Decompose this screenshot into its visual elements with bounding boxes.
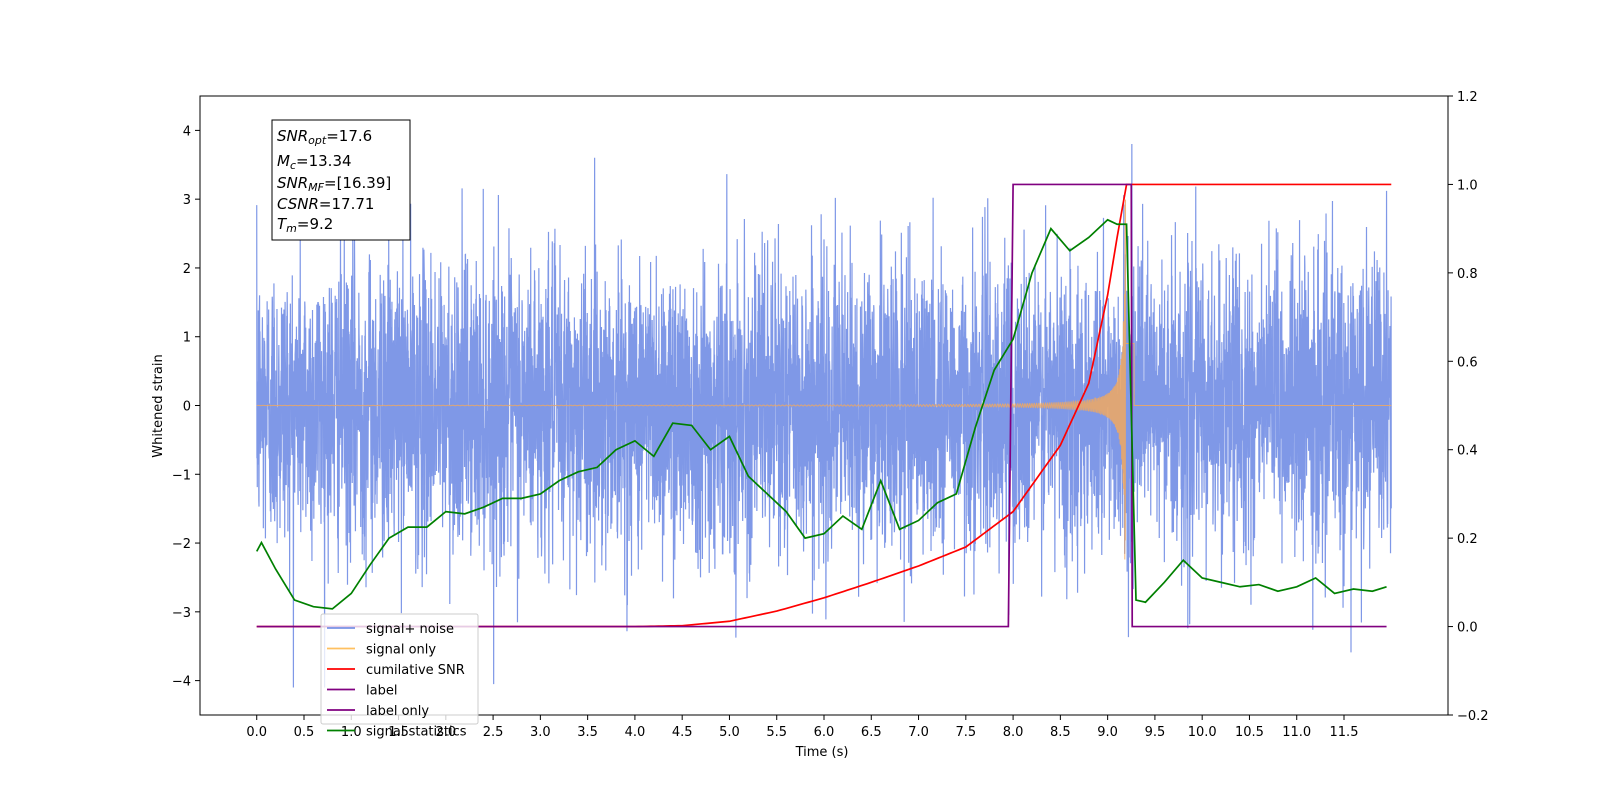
y2-tick-label: −0.2 <box>1457 709 1489 724</box>
y2-tick-label: 0.0 <box>1457 621 1478 636</box>
x-tick-label: 9.5 <box>1145 725 1166 740</box>
annotation-line-mc: Mc=13.34 <box>277 152 352 172</box>
annotation-line-tm: Tm=9.2 <box>277 215 333 235</box>
x-tick-label: 2.5 <box>483 725 504 740</box>
legend-label: label only <box>366 704 429 719</box>
y-tick-label: 3 <box>183 193 191 208</box>
legend-label: signal statistics <box>366 725 467 740</box>
y-axis-label: Whitened strain <box>151 354 166 457</box>
x-tick-label: 3.5 <box>577 725 598 740</box>
x-tick-label: 5.0 <box>719 725 740 740</box>
x-tick-label: 0.5 <box>294 725 315 740</box>
series-label <box>256 183 1387 628</box>
annotation-frame <box>271 119 411 241</box>
y-tick-label: 4 <box>183 124 191 139</box>
legend-frame <box>320 613 479 725</box>
x-tick-label: 4.0 <box>625 725 646 740</box>
series-layer <box>255 143 1392 688</box>
y2-tick-label: 0.2 <box>1457 532 1478 547</box>
x-tick-label: 4.5 <box>672 725 693 740</box>
legend-label: signal only <box>366 643 436 658</box>
y-tick-label: −2 <box>172 537 191 552</box>
legend: signal+ noise signal only cumilative SNR la… <box>320 613 479 740</box>
y2-tick-label: 1.2 <box>1457 90 1478 105</box>
x-tick-label: 9.0 <box>1097 725 1118 740</box>
x-tick-label: 11.5 <box>1330 725 1359 740</box>
series-signal-statistics <box>255 218 1387 610</box>
y2-tick-label: 0.4 <box>1457 444 1478 459</box>
annotation-line-snr-mf: SNRMF=[16.39] <box>277 174 391 194</box>
annotation-line-snr-opt: SNRopt=17.6 <box>277 127 372 147</box>
x-tick-label: 5.5 <box>766 725 787 740</box>
x-tick-label: 11.0 <box>1282 725 1311 740</box>
x-tick-label: 1.0 <box>341 725 362 740</box>
x-tick-label: 7.0 <box>908 725 929 740</box>
x-tick-label: 10.0 <box>1188 725 1217 740</box>
x-tick-label: 3.0 <box>530 725 551 740</box>
y-tick-label: 0 <box>183 400 191 415</box>
series-signal-only <box>256 199 1392 560</box>
y2-tick-label: 0.6 <box>1457 355 1478 370</box>
annotation-box: SNRopt=17.6 Mc=13.34 SNRMF=[16.39] CSNR=… <box>271 119 411 241</box>
x-ticks: 0.0 0.5 1.0 1.5 2.0 2.5 3.0 3.5 4.0 4.5 5.0 5.5 6.0 6… <box>246 715 1358 740</box>
x-tick-label: 8.5 <box>1050 725 1071 740</box>
x-tick-label: 8.0 <box>1003 725 1024 740</box>
x-tick-label: 6.0 <box>814 725 835 740</box>
y-tick-label: 2 <box>183 262 191 277</box>
legend-label: label <box>366 684 397 699</box>
x-tick-label: 7.5 <box>955 725 976 740</box>
y-ticks: 4 3 2 1 0 −1 −2 −3 −4 <box>172 124 200 690</box>
y-tick-label: −3 <box>172 606 191 621</box>
y-tick-label: −4 <box>172 675 191 690</box>
series-signal-plus-noise <box>256 143 1392 688</box>
y2-ticks: 1.2 1.0 0.8 0.6 0.4 0.2 0.0 −0.2 <box>1448 90 1489 724</box>
x-tick-label: 6.5 <box>861 725 882 740</box>
legend-label: signal+ noise <box>366 622 454 637</box>
x-tick-label: 0.0 <box>246 725 267 740</box>
x-tick-label: 10.5 <box>1235 725 1264 740</box>
legend-label: cumilative SNR <box>366 663 465 678</box>
y-tick-label: −1 <box>172 468 191 483</box>
x-axis-label: Time (s) <box>795 745 849 760</box>
y2-tick-label: 0.8 <box>1457 267 1478 282</box>
series-cumilative-snr <box>256 183 1392 628</box>
x-tick-label: 2.0 <box>435 725 456 740</box>
y-tick-label: 1 <box>183 331 191 346</box>
y2-tick-label: 1.0 <box>1457 178 1478 193</box>
annotation-line-csnr: CSNR=17.71 <box>277 195 374 213</box>
x-tick-label: 1.5 <box>388 725 409 740</box>
